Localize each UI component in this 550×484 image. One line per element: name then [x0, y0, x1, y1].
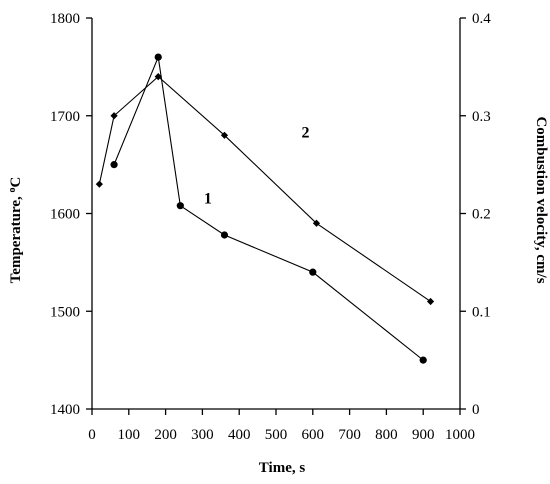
y-left-tick-label: 1500 [50, 304, 80, 320]
series-1-point [154, 53, 162, 61]
x-tick-label: 0 [88, 427, 96, 443]
x-tick-label: 800 [375, 427, 398, 443]
y-left-title-text: Temperature, [8, 193, 24, 284]
series-1-point [110, 161, 118, 169]
series-2: 2 [95, 73, 435, 306]
y-right-tick-label: 0.2 [472, 207, 491, 223]
series-1-line [113, 55, 424, 361]
series-1: 1 [110, 53, 427, 364]
y-left-title-unit: C [8, 177, 24, 188]
series-1-point [419, 356, 427, 364]
y-right-tick-label: 0.3 [472, 109, 491, 125]
series-2-line [98, 75, 431, 302]
x-tick-label: 900 [412, 427, 435, 443]
x-tick-label: 300 [191, 427, 214, 443]
series-2-point [220, 131, 229, 139]
x-tick-label: 700 [338, 427, 361, 443]
y-left-tick-label: 1800 [50, 11, 80, 27]
x-tick-label: 1000 [445, 427, 475, 443]
series-1-point [176, 202, 184, 210]
y-right-tick-label: 0.1 [472, 304, 491, 320]
series-2-point [95, 180, 103, 188]
ticks: 0 100 200 300 400 500 600 700 800 900 1000 1400 1500… [50, 11, 491, 443]
axes [91, 18, 461, 410]
y-left-title-degree: o [7, 188, 18, 193]
x-axis-title: Time, s [259, 460, 306, 476]
x-tick-label: 200 [154, 427, 177, 443]
x-tick-label: 100 [118, 427, 141, 443]
x-tick-label: 500 [265, 427, 288, 443]
series-1-point [309, 268, 317, 276]
y-left-tick-label: 1600 [50, 207, 80, 223]
series-2-point [426, 297, 435, 306]
series-2-point [154, 73, 162, 81]
series-2-point [312, 219, 321, 227]
x-tick-label: 600 [302, 427, 325, 443]
series: 12 [95, 53, 435, 364]
axis-titles: Time, s Temperature, oC Combustion veloc… [7, 116, 550, 476]
y-right-tick-label: 0.4 [472, 11, 491, 27]
y-left-tick-label: 1700 [50, 109, 80, 125]
y-left-axis-title: Temperature, oC [7, 177, 25, 284]
y-left-tick-label: 1400 [50, 402, 80, 418]
series-2-label: 2 [301, 124, 309, 141]
series-1-point [220, 231, 229, 239]
y-right-tick-label: 0 [472, 402, 480, 418]
x-tick-label: 400 [228, 427, 251, 443]
series-2-point [110, 112, 118, 120]
series-1-label: 1 [204, 191, 212, 208]
y-right-axis-title: Combustion velocity, cm/s [533, 116, 549, 283]
